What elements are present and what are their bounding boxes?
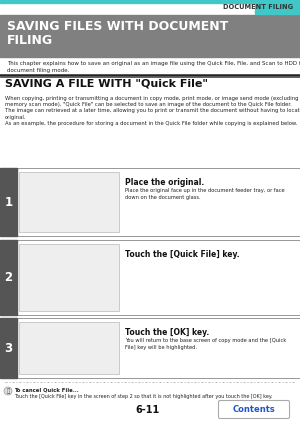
Text: Touch the [OK] key.: Touch the [OK] key. bbox=[125, 328, 209, 337]
Text: When copying, printing or transmitting a document in copy mode, print mode, or i: When copying, printing or transmitting a… bbox=[5, 96, 300, 101]
Text: 1: 1 bbox=[4, 195, 13, 209]
Bar bbox=[19, 172, 119, 232]
Bar bbox=[0, 240, 300, 315]
Bar bbox=[255, 0, 300, 14]
Text: ⓑ: ⓑ bbox=[6, 388, 10, 394]
Text: You will return to the base screen of copy mode and the [Quick
File] key will be: You will return to the base screen of co… bbox=[125, 338, 286, 350]
Bar bbox=[0, 318, 17, 378]
Text: Place the original face up in the document feeder tray, or face
down on the docu: Place the original face up in the docume… bbox=[125, 188, 285, 200]
Text: Place the original.: Place the original. bbox=[125, 178, 204, 187]
Text: 6-11: 6-11 bbox=[136, 405, 160, 415]
Bar bbox=[0, 168, 17, 236]
Text: 3: 3 bbox=[4, 341, 13, 354]
Text: SAVING A FILE WITH "Quick File": SAVING A FILE WITH "Quick File" bbox=[5, 79, 208, 89]
Text: Contents: Contents bbox=[232, 405, 275, 414]
Text: Touch the [Quick File] key in the screen of step 2 so that it is not highlighted: Touch the [Quick File] key in the screen… bbox=[14, 394, 272, 399]
Text: As an example, the procedure for storing a document in the Quick File folder whi: As an example, the procedure for storing… bbox=[5, 121, 297, 126]
Text: SAVING FILES WITH DOCUMENT: SAVING FILES WITH DOCUMENT bbox=[7, 20, 228, 33]
Bar bbox=[0, 168, 300, 236]
Text: memory scan mode), "Quick File" can be selected to save an image of the document: memory scan mode), "Quick File" can be s… bbox=[5, 102, 292, 107]
Bar bbox=[0, 318, 300, 378]
Bar bbox=[0, 15, 300, 57]
Bar bbox=[19, 244, 119, 311]
Text: DOCUMENT FILING: DOCUMENT FILING bbox=[223, 4, 293, 10]
Bar bbox=[0, 0, 300, 3]
Bar bbox=[0, 240, 17, 315]
Circle shape bbox=[4, 387, 12, 395]
Text: To cancel Quick File...: To cancel Quick File... bbox=[14, 387, 79, 392]
FancyBboxPatch shape bbox=[218, 401, 290, 418]
Bar bbox=[19, 322, 119, 374]
Text: original.: original. bbox=[5, 114, 26, 120]
Text: FILING: FILING bbox=[7, 34, 53, 47]
Text: The image can retrieved at a later time, allowing you to print or transmit the d: The image can retrieved at a later time,… bbox=[5, 109, 300, 113]
Text: Touch the [Quick File] key.: Touch the [Quick File] key. bbox=[125, 250, 240, 259]
Text: 2: 2 bbox=[4, 271, 13, 284]
Text: This chapter explains how to save an original as an image file using the Quick F: This chapter explains how to save an ori… bbox=[7, 61, 300, 73]
